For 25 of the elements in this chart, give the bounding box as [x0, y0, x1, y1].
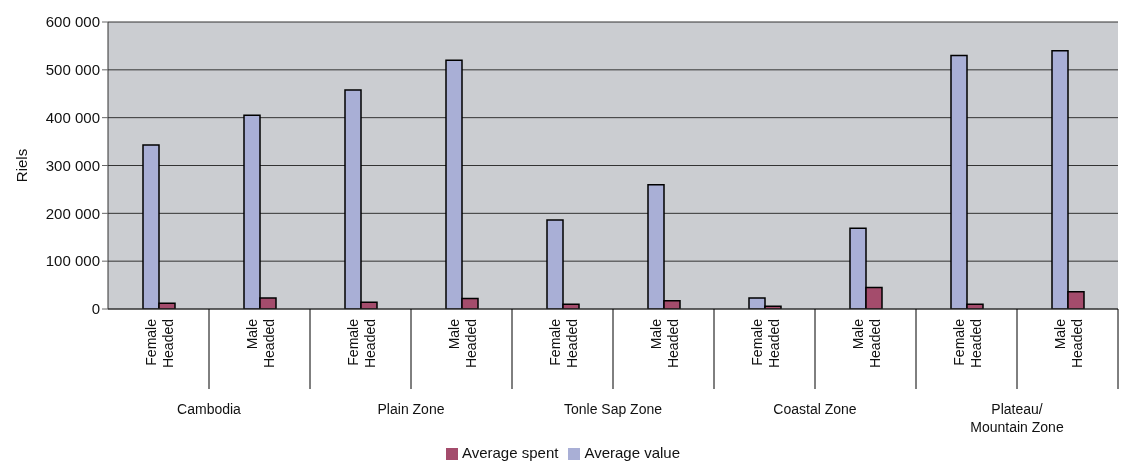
text: Coastal Zone [773, 401, 857, 417]
x-tick-label: Male Headed [849, 318, 883, 369]
x-tick-label: Female Headed [344, 318, 378, 369]
y-tick-label: 300 000 [45, 156, 100, 174]
text: Tonle Sap Zone [563, 401, 663, 417]
y-axis-title: Riels [13, 148, 31, 183]
x-tick-label: Female Headed [748, 318, 782, 369]
x-tick-label: Male Headed [647, 318, 681, 369]
legend-label: Average value [584, 444, 681, 461]
y-tick-label: 200 000 [45, 204, 100, 222]
x-tick-label: Male Headed [445, 318, 479, 369]
y-tick-label: 600 000 [45, 13, 100, 31]
legend-label: Average spent [461, 444, 559, 461]
x-tick-label: Female Headed [142, 318, 176, 369]
text: Plateau/ Mountain Zone [970, 401, 1064, 435]
text: Plain Zone [377, 401, 445, 417]
x-tick-label: Female Headed [546, 318, 580, 369]
text: Cambodia [177, 401, 242, 417]
x-tick-label: Male Headed [243, 318, 277, 369]
y-tick-label: 100 000 [45, 252, 100, 270]
x-tick-label: Male Headed [1051, 318, 1085, 369]
y-tick-label: 0 [91, 300, 100, 318]
y-tick-label: 400 000 [45, 108, 100, 126]
y-tick-label: 500 000 [45, 61, 100, 79]
x-tick-label: Female Headed [950, 318, 984, 369]
